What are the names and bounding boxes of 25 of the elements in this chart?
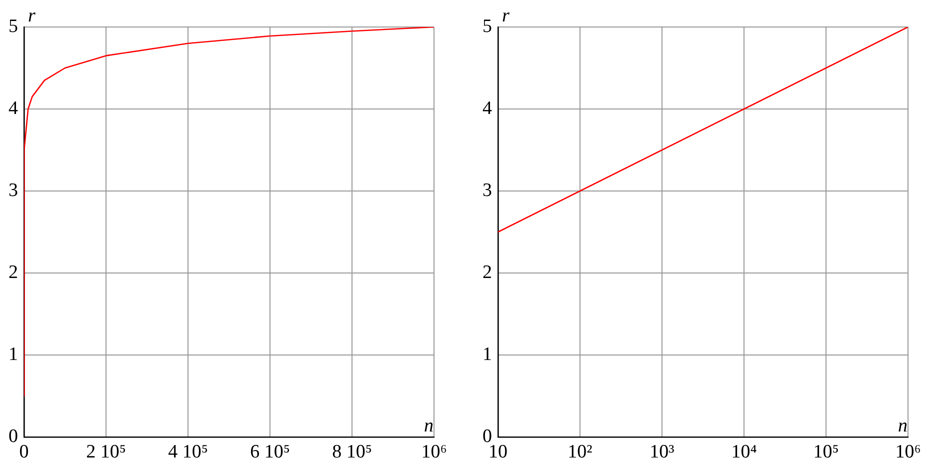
y-tick-label: 0 xyxy=(8,426,18,447)
y-tick-label: 1 xyxy=(482,344,492,365)
y-axis-title: r xyxy=(502,6,510,26)
y-tick-label: 5 xyxy=(482,16,492,37)
y-tick-label: 1 xyxy=(8,344,18,365)
y-tick-label: 2 xyxy=(8,262,18,283)
x-tick-label: 10⁵ xyxy=(813,441,839,462)
y-tick-label: 4 xyxy=(8,98,18,119)
y-tick-label: 4 xyxy=(482,98,492,119)
x-axis-title: n xyxy=(424,416,434,436)
x-tick-label: 10² xyxy=(568,441,593,462)
x-tick-label: 10³ xyxy=(650,441,675,462)
y-tick-label: 3 xyxy=(8,180,18,201)
x-tick-label: 8 10⁵ xyxy=(332,441,372,462)
x-tick-label: 6 10⁵ xyxy=(250,441,290,462)
y-tick-label: 3 xyxy=(482,180,492,201)
y-tick-label: 5 xyxy=(8,16,18,37)
x-tick-label: 10⁶ xyxy=(895,441,921,462)
x-tick-label: 10⁴ xyxy=(731,441,758,462)
x-tick-label: 4 10⁵ xyxy=(168,441,208,462)
x-tick-label: 2 10⁵ xyxy=(86,441,126,462)
x-tick-label: 10⁶ xyxy=(421,441,447,462)
y-tick-label: 2 xyxy=(482,262,492,283)
x-axis-title: n xyxy=(898,416,908,436)
y-axis-title: r xyxy=(28,6,36,26)
